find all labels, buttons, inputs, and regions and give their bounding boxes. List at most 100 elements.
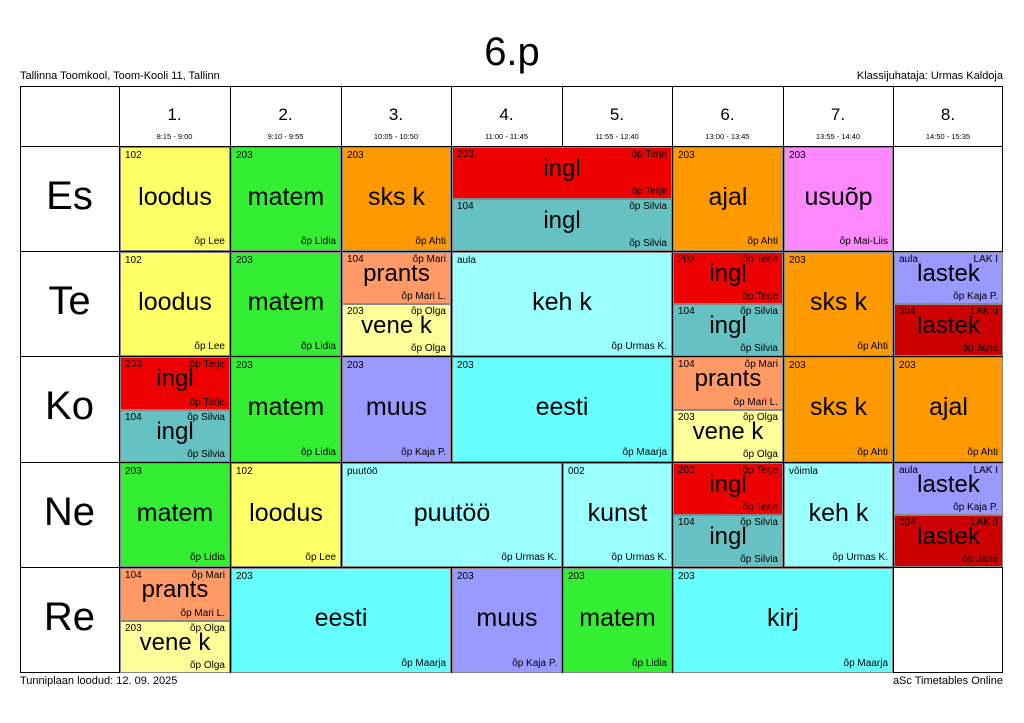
teacher-name: õp Silvia: [740, 343, 778, 354]
lesson-card[interactable]: 304 lastek õp Jane LAK II: [894, 515, 1003, 567]
lesson-card[interactable]: puutöö puutöö õp Urmas K.: [342, 463, 562, 567]
lesson-card[interactable]: 203 ingl õp Terje õp Terje: [673, 252, 783, 304]
lesson-card[interactable]: 104 ingl õp Silvia õp Silvia: [120, 410, 230, 462]
lesson-card[interactable]: 203 matem õp Lidia: [231, 357, 341, 462]
teacher-name: õp Mari L.: [401, 291, 446, 302]
lesson-card[interactable]: 203 muus õp Kaja P.: [452, 568, 562, 673]
subject-name: vene k: [692, 418, 764, 445]
subject-name: keh k: [532, 288, 592, 316]
group-label: LAK II: [970, 306, 998, 317]
lesson-card[interactable]: võimla keh k õp Urmas K.: [784, 463, 893, 567]
teacher-name: õp Ahti: [857, 341, 888, 352]
lesson-card[interactable]: 203 muus õp Kaja P.: [342, 357, 451, 462]
lesson-card[interactable]: 104 prants õp Mari L. õp Mari: [673, 357, 783, 410]
subject-name: matem: [247, 393, 325, 421]
lesson-card[interactable]: 203 matem õp Lidia: [563, 568, 672, 673]
lesson-card[interactable]: 104 ingl õp Silvia õp Silvia: [673, 304, 783, 356]
room-number: 304: [899, 517, 916, 528]
lesson-card[interactable]: 104 ingl õp Silvia õp Silvia: [452, 199, 672, 251]
period-time: 10:05 - 10:50: [373, 132, 419, 141]
lesson-card[interactable]: 203 matem õp Lidia: [120, 463, 230, 567]
grid-column-line: [893, 87, 894, 672]
room-number: 102: [125, 255, 142, 266]
period-number: 4.: [499, 105, 514, 124]
lesson-card[interactable]: 104 ingl õp Silvia õp Silvia: [673, 515, 783, 567]
period-number: 5.: [609, 105, 625, 124]
lesson-card[interactable]: 203 ingl õp Terje õp Terje: [120, 357, 230, 410]
room-number: 203: [789, 150, 806, 161]
subject-name: keh k: [808, 499, 869, 527]
lesson-card[interactable]: aula lastek õp Kaja P. LAK I: [894, 252, 1003, 304]
period-time: 11:55 - 12:40: [595, 132, 639, 141]
lesson-card[interactable]: 203 matem õp Lidia: [231, 252, 341, 356]
teacher-name: õp Lidia: [189, 552, 225, 563]
period-header: 3. 10:05 - 10:50: [341, 87, 451, 145]
lesson-card[interactable]: 203 usuõp õp Mai-Liis: [784, 147, 893, 251]
lesson-card[interactable]: 304 lastek õp Jane LAK II: [894, 304, 1003, 356]
room-number: 203: [457, 360, 474, 371]
subject-name: lastek: [917, 523, 980, 550]
created-date: Tunniplaan loodud: 12. 09. 2025: [20, 675, 178, 687]
group-label: LAK II: [970, 517, 998, 528]
room-number: 203: [568, 571, 585, 582]
subject-name: kirj: [767, 604, 799, 632]
teacher-name: õp Ahti: [747, 236, 778, 247]
room-number: puutöö: [347, 466, 378, 477]
lesson-card[interactable]: 203 ajal õp Ahti: [673, 147, 783, 251]
lesson-card[interactable]: 203 vene k õp Olga õp Olga: [120, 621, 230, 673]
subject-name: puutöö: [413, 499, 491, 527]
grid-column-line: [451, 87, 452, 672]
subject-name: ingl: [709, 312, 747, 339]
room-number: 203: [899, 360, 916, 371]
lesson-card[interactable]: 002 kunst õp Urmas K.: [563, 463, 672, 567]
teacher-name: õp Ahti: [857, 447, 888, 458]
lesson-card[interactable]: 104 prants õp Mari L. õp Mari: [342, 252, 451, 304]
grid-row-line: [21, 462, 1002, 463]
period-header: 5. 11:55 - 12:40: [562, 87, 672, 145]
period-time: 11:00 - 11:45: [484, 132, 529, 141]
grid-row-line: [21, 146, 1002, 147]
period-time: 9:10 - 9:55: [267, 132, 304, 141]
lesson-card[interactable]: 203 sks k õp Ahti: [784, 357, 893, 462]
lesson-card[interactable]: 203 eesti õp Maarja: [452, 357, 672, 462]
teacher-name: õp Kaja P.: [512, 658, 557, 669]
subject-name: lastek: [917, 471, 980, 498]
lesson-card[interactable]: aula keh k õp Urmas K.: [452, 252, 672, 356]
subject-name: ajal: [708, 183, 748, 211]
teacher-name: õp Urmas K.: [501, 552, 557, 563]
lesson-card[interactable]: 203 vene k õp Olga õp Olga: [342, 304, 451, 356]
group-label: õp Olga: [410, 306, 446, 317]
lesson-card[interactable]: 203 ingl õp Terje õp Terje: [452, 147, 672, 199]
group-label: õp Mari: [744, 359, 778, 370]
room-number: 203: [457, 149, 474, 160]
subject-name: vene k: [139, 629, 211, 656]
lesson-card[interactable]: 203 eesti õp Maarja: [231, 568, 451, 673]
school-address: Tallinna Toomkool, Toom-Kooli 11, Tallin…: [20, 70, 220, 82]
room-number: 203: [125, 466, 142, 477]
grid-row-line: [21, 356, 1002, 357]
period-time: 8:15 - 9:00: [156, 132, 193, 141]
room-number: 203: [678, 150, 695, 161]
lesson-card[interactable]: aula lastek õp Kaja P. LAK I: [894, 463, 1003, 515]
subject-name: ingl: [543, 155, 581, 182]
subject-name: sks k: [810, 393, 867, 421]
period-number: 3.: [388, 105, 404, 124]
lesson-card[interactable]: 102 loodus õp Lee: [120, 252, 230, 356]
lesson-card[interactable]: 203 sks k õp Ahti: [784, 252, 893, 356]
lesson-card[interactable]: 203 kirj õp Maarja: [673, 568, 893, 673]
lesson-card[interactable]: 203 ingl õp Terje õp Terje: [673, 463, 783, 515]
lesson-card[interactable]: 102 loodus õp Lee: [120, 147, 230, 251]
page-title: 6.p: [484, 30, 540, 74]
room-number: 104: [125, 570, 142, 581]
teacher-name: õp Maarja: [843, 658, 888, 669]
lesson-card[interactable]: 203 matem õp Lidia: [231, 147, 341, 251]
lesson-card[interactable]: 203 vene k õp Olga õp Olga: [673, 410, 783, 462]
room-number: võimla: [789, 466, 818, 477]
lesson-card[interactable]: 102 loodus õp Lee: [231, 463, 341, 567]
subject-name: usuõp: [804, 183, 873, 211]
lesson-card[interactable]: 203 ajal õp Ahti: [894, 357, 1003, 462]
lesson-card[interactable]: 104 prants õp Mari L. õp Mari: [120, 568, 230, 621]
room-number: 203: [789, 255, 806, 266]
lesson-card[interactable]: 203 sks k õp Ahti: [342, 147, 451, 251]
teacher-name: õp Lidia: [631, 658, 667, 669]
